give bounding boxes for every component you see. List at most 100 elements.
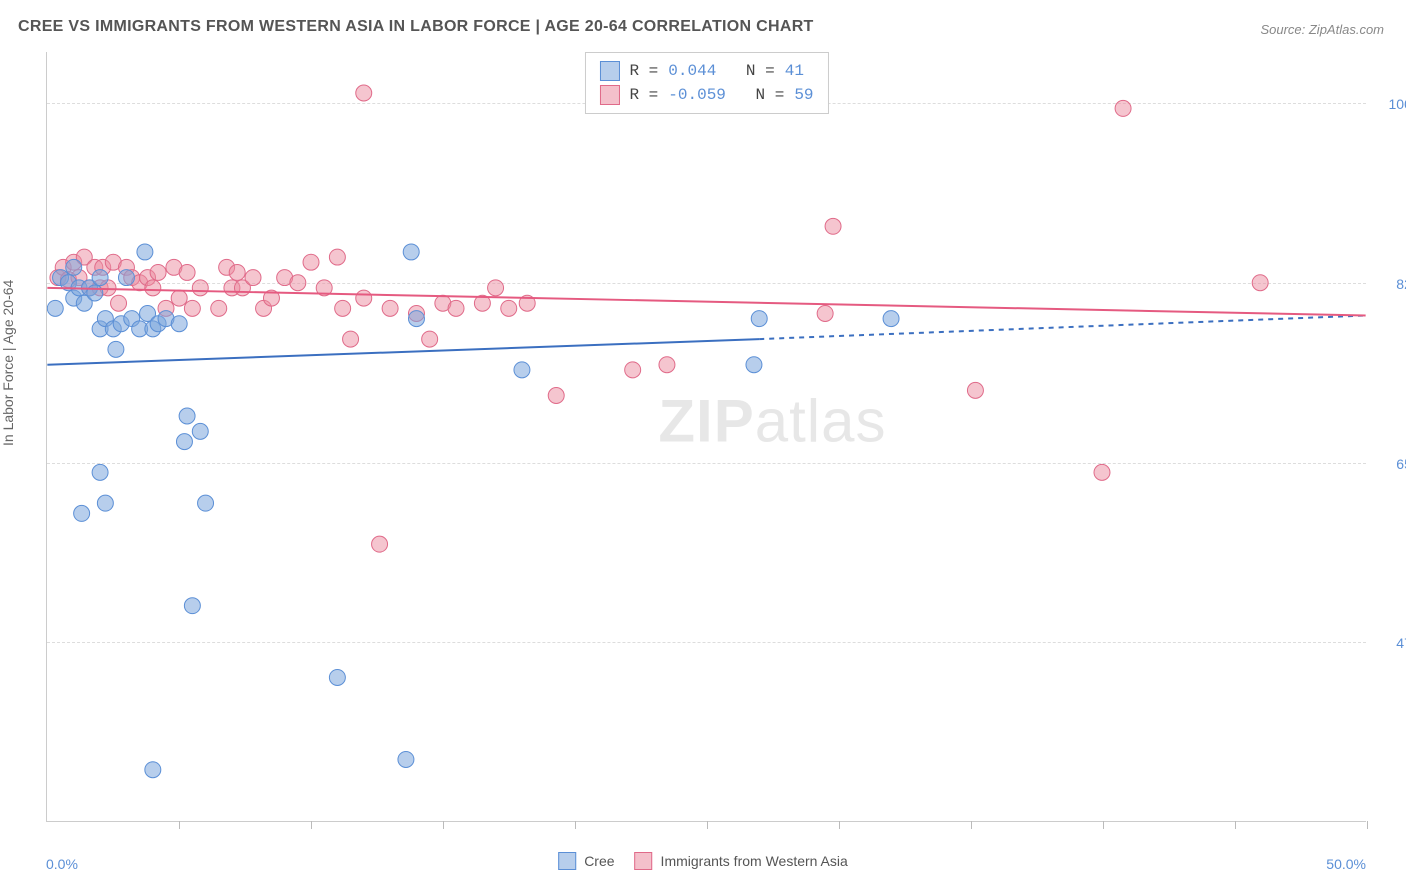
point-immigrants [150, 264, 166, 280]
x-tick [575, 821, 576, 829]
point-immigrants [548, 387, 564, 403]
point-immigrants [488, 280, 504, 296]
y-axis-title: In Labor Force | Age 20-64 [0, 280, 16, 446]
legend-row-cree: R = 0.044 N = 41 [599, 59, 813, 83]
point-cree [184, 598, 200, 614]
legend-item-immigrants: Immigrants from Western Asia [635, 852, 848, 870]
point-cree [92, 464, 108, 480]
swatch-pink-icon [635, 852, 653, 870]
point-immigrants [382, 300, 398, 316]
x-axis-max-label: 50.0% [1326, 856, 1366, 872]
point-immigrants [372, 536, 388, 552]
legend-label: Immigrants from Western Asia [661, 853, 848, 869]
point-immigrants [625, 362, 641, 378]
point-immigrants [211, 300, 227, 316]
point-immigrants [145, 280, 161, 296]
point-immigrants [184, 300, 200, 316]
point-cree [883, 311, 899, 327]
x-tick [311, 821, 312, 829]
scatter-svg [47, 52, 1366, 821]
point-cree [137, 244, 153, 260]
point-cree [176, 434, 192, 450]
point-cree [514, 362, 530, 378]
legend-row-immigrants: R = -0.059 N = 59 [599, 83, 813, 107]
y-tick-label: 82.5% [1376, 276, 1406, 292]
point-immigrants [343, 331, 359, 347]
series-legend: Cree Immigrants from Western Asia [558, 852, 848, 870]
point-immigrants [356, 290, 372, 306]
point-cree [403, 244, 419, 260]
x-tick [179, 821, 180, 829]
legend-label: Cree [584, 853, 614, 869]
point-cree [145, 762, 161, 778]
trendline-cree [47, 339, 759, 365]
point-immigrants [817, 305, 833, 321]
point-cree [87, 285, 103, 301]
x-tick [839, 821, 840, 829]
point-cree [47, 300, 63, 316]
point-immigrants [329, 249, 345, 265]
point-immigrants [825, 218, 841, 234]
r-label: R = [629, 59, 658, 83]
y-tick-label: 65.0% [1376, 456, 1406, 472]
n-value: 41 [785, 59, 804, 83]
point-immigrants [111, 295, 127, 311]
point-cree [171, 316, 187, 332]
point-cree [408, 311, 424, 327]
point-cree [751, 311, 767, 327]
point-cree [97, 495, 113, 511]
point-cree [746, 357, 762, 373]
swatch-blue-icon [599, 61, 619, 81]
chart-container: CREE VS IMMIGRANTS FROM WESTERN ASIA IN … [0, 0, 1406, 892]
trendline-cree-extrap [759, 316, 1365, 340]
point-cree [74, 505, 90, 521]
x-axis-min-label: 0.0% [46, 856, 78, 872]
x-tick [971, 821, 972, 829]
point-immigrants [1252, 275, 1268, 291]
swatch-blue-icon [558, 852, 576, 870]
point-cree [398, 751, 414, 767]
point-immigrants [659, 357, 675, 373]
legend-item-cree: Cree [558, 852, 614, 870]
point-immigrants [335, 300, 351, 316]
point-cree [108, 341, 124, 357]
point-immigrants [303, 254, 319, 270]
y-tick-label: 100.0% [1376, 96, 1406, 112]
n-label: N = [746, 59, 775, 83]
point-cree [192, 423, 208, 439]
x-tick [1103, 821, 1104, 829]
point-immigrants [967, 382, 983, 398]
point-immigrants [1094, 464, 1110, 480]
point-cree [198, 495, 214, 511]
point-immigrants [1115, 100, 1131, 116]
point-cree [179, 408, 195, 424]
source-credit: Source: ZipAtlas.com [1260, 22, 1384, 37]
x-tick [707, 821, 708, 829]
point-cree [118, 270, 134, 286]
point-cree [92, 270, 108, 286]
r-value: 0.044 [668, 59, 716, 83]
point-immigrants [356, 85, 372, 101]
x-tick [1235, 821, 1236, 829]
point-cree [66, 259, 82, 275]
point-immigrants [245, 270, 261, 286]
point-immigrants [179, 264, 195, 280]
point-cree [329, 669, 345, 685]
swatch-pink-icon [599, 85, 619, 105]
n-label: N = [756, 83, 785, 107]
point-immigrants [501, 300, 517, 316]
point-immigrants [229, 264, 245, 280]
point-immigrants [171, 290, 187, 306]
x-tick [1367, 821, 1368, 829]
trendline-immigrants [47, 288, 1365, 316]
x-tick [443, 821, 444, 829]
point-immigrants [290, 275, 306, 291]
point-immigrants [422, 331, 438, 347]
regression-legend: R = 0.044 N = 41 R = -0.059 N = 59 [584, 52, 828, 114]
n-value: 59 [794, 83, 813, 107]
point-immigrants [448, 300, 464, 316]
point-immigrants [192, 280, 208, 296]
chart-title: CREE VS IMMIGRANTS FROM WESTERN ASIA IN … [18, 18, 814, 36]
r-label: R = [629, 83, 658, 107]
y-tick-label: 47.5% [1376, 635, 1406, 651]
